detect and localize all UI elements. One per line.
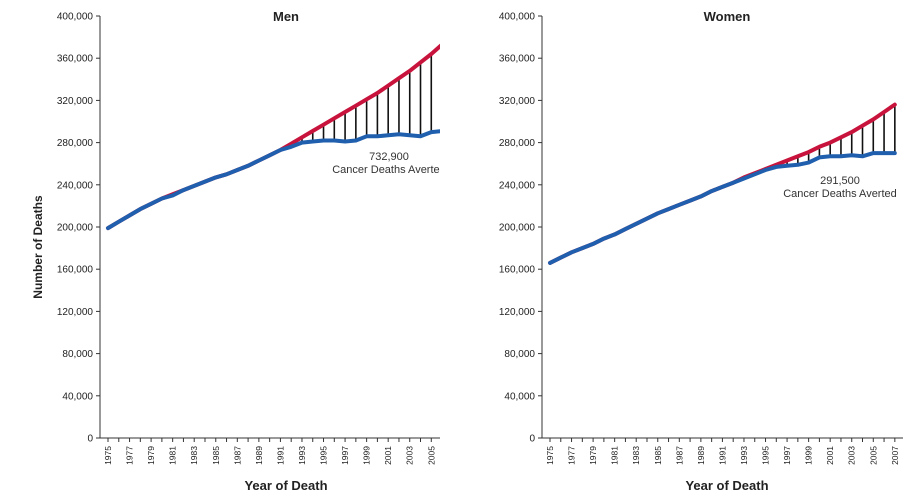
y-tick-label: 200,000 <box>499 223 536 234</box>
y-tick-label: 240,000 <box>57 180 94 191</box>
x-tick-label: 2003 <box>847 446 857 465</box>
chart-title: Women <box>704 9 751 24</box>
y-tick-label: 280,000 <box>57 138 94 149</box>
x-tick-label: 1997 <box>782 446 792 465</box>
x-tick-label: 1985 <box>211 446 221 465</box>
chart-title: Men <box>273 9 299 24</box>
x-tick-label: 1995 <box>319 446 329 465</box>
y-tick-label: 240,000 <box>499 180 536 191</box>
x-tick-label: 1977 <box>125 446 135 465</box>
x-tick-label: 1989 <box>696 446 706 465</box>
series-line-observed <box>548 151 897 265</box>
y-tick-label: 40,000 <box>504 391 535 402</box>
annotation-value: 732,900 <box>369 151 409 163</box>
y-tick-label: 160,000 <box>57 265 94 276</box>
x-tick-label: 1991 <box>275 446 285 465</box>
y-tick-label: 360,000 <box>499 54 536 65</box>
x-tick-label: 1989 <box>254 446 264 465</box>
x-tick-label: 2003 <box>405 446 415 465</box>
y-tick-label: 40,000 <box>62 391 93 402</box>
x-tick-label: 1999 <box>804 446 814 465</box>
y-tick-label: 400,000 <box>57 12 94 23</box>
y-tick-label: 80,000 <box>62 349 93 360</box>
x-tick-label: 1977 <box>567 446 577 465</box>
x-tick-label: 1983 <box>631 446 641 465</box>
x-tick-label: 1979 <box>146 446 156 465</box>
y-tick-label: 0 <box>87 434 93 445</box>
x-tick-label: 1997 <box>340 446 350 465</box>
chart-panel-women: Women 0 40,000 80,000 120,000 160,000 200,000 2… <box>499 9 903 493</box>
y-tick-label: 0 <box>529 434 535 445</box>
y-tick-label: 320,000 <box>57 96 94 107</box>
x-axis-title: Year of Death <box>244 478 327 493</box>
x-tick-label: 1975 <box>103 446 113 465</box>
annotation-text: Cancer Deaths Averted <box>783 188 897 200</box>
y-tick-label: 280,000 <box>499 138 536 149</box>
annotation-text: Cancer Deaths Averted <box>332 164 440 176</box>
x-tick-label: 1981 <box>168 446 178 465</box>
x-tick-label: 1991 <box>717 446 727 465</box>
x-tick-label: 1987 <box>674 446 684 465</box>
y-tick-label: 360,000 <box>57 54 94 65</box>
y-tick-label: 80,000 <box>504 349 535 360</box>
x-tick-label: 1993 <box>739 446 749 465</box>
x-tick-label: 1985 <box>653 446 663 465</box>
series-line-observed <box>106 129 440 231</box>
x-tick-label: 2005 <box>868 446 878 465</box>
x-tick-label: 1979 <box>588 446 598 465</box>
y-tick-label: 400,000 <box>499 12 536 23</box>
chart-panel-men: Men 0 40,000 80,000 120,000 160,000 200,000 240… <box>57 9 440 493</box>
x-tick-label: 1993 <box>297 446 307 465</box>
x-axis-title: Year of Death <box>685 478 768 493</box>
x-tick-label: 1983 <box>189 446 199 465</box>
x-tick-label: 1975 <box>545 446 555 465</box>
x-tick-label: 2001 <box>383 446 393 465</box>
y-tick-label: 120,000 <box>499 307 536 318</box>
x-tick-label: 1987 <box>232 446 242 465</box>
x-tick-label: 1981 <box>610 446 620 465</box>
y-tick-label: 120,000 <box>57 307 94 318</box>
y-tick-label: 200,000 <box>57 223 94 234</box>
x-tick-label: 2005 <box>426 446 436 465</box>
x-tick-label: 2007 <box>890 446 900 465</box>
y-tick-label: 160,000 <box>499 265 536 276</box>
x-tick-label: 1995 <box>761 446 771 465</box>
x-tick-label: 1999 <box>362 446 372 465</box>
annotation-value: 291,500 <box>820 175 860 187</box>
y-tick-label: 320,000 <box>499 96 536 107</box>
x-tick-label: 2001 <box>825 446 835 465</box>
